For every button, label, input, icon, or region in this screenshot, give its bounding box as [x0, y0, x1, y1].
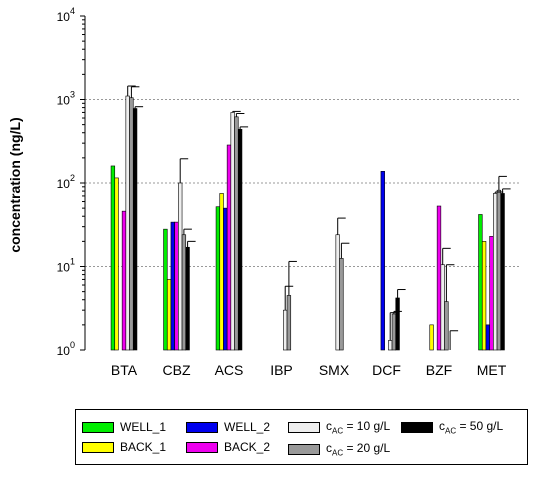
- bar: [226, 144, 232, 351]
- bar: [440, 264, 445, 351]
- bar: [174, 221, 179, 351]
- legend-item-well1: WELL_1: [82, 420, 166, 434]
- bar: [166, 279, 172, 351]
- x-tick-label: SMX: [319, 362, 350, 378]
- legend-swatch: [186, 441, 218, 453]
- legend-swatch: [401, 421, 433, 433]
- y-tick-label: 101: [57, 257, 75, 275]
- legend-label: cAC = 10 g/L: [326, 419, 391, 436]
- x-tick-label: CBZ: [163, 362, 191, 378]
- bar: [489, 235, 494, 351]
- x-tick-label: MET: [477, 362, 507, 378]
- legend-item-cac20: cAC = 20 g/L: [288, 441, 390, 457]
- legend-item-well2: WELL_2: [186, 420, 270, 434]
- y-tick-label: 104: [57, 6, 75, 24]
- bar: [339, 258, 344, 351]
- bars: [110, 95, 505, 351]
- bar: [391, 313, 397, 351]
- x-tick-label: ACS: [215, 362, 244, 378]
- bar: [234, 116, 239, 351]
- legend-swatch: [82, 441, 114, 453]
- legend-swatch: [288, 443, 320, 455]
- bar: [181, 234, 187, 351]
- bar: [219, 193, 224, 351]
- bar: [129, 97, 134, 351]
- legend-label: WELL_1: [120, 420, 167, 434]
- bar: [478, 214, 483, 351]
- bar: [170, 221, 175, 351]
- legend-label: WELL_2: [224, 420, 271, 434]
- bar: [230, 112, 235, 351]
- bar: [114, 177, 119, 351]
- bar: [215, 206, 221, 351]
- error-bars: [127, 85, 511, 350]
- bar: [121, 210, 127, 351]
- bar: [395, 297, 400, 351]
- y-tick-label: 103: [57, 90, 75, 108]
- legend-item-cac50: cAC = 50 g/L: [401, 419, 503, 435]
- bar: [485, 324, 490, 351]
- bar: [110, 165, 116, 351]
- bar: [481, 241, 487, 351]
- bar: [496, 189, 502, 351]
- legend: WELL_1 BACK_1 WELL_2 BACK_2 cAC = 10 g/L…: [75, 409, 528, 465]
- bar: [125, 95, 130, 351]
- y-tick-label: 102: [57, 173, 75, 191]
- x-tick-label: DCF: [372, 362, 401, 378]
- bar: [444, 301, 449, 351]
- bar: [283, 309, 288, 351]
- bar: [286, 295, 292, 351]
- legend-swatch: [288, 421, 320, 433]
- bar: [429, 324, 434, 351]
- bar: [237, 128, 243, 351]
- bar: [185, 246, 190, 351]
- bar: [132, 108, 138, 351]
- bar: [436, 205, 442, 351]
- gridlines: [85, 99, 520, 267]
- y-tick-label: 100: [57, 340, 75, 358]
- bar: [500, 193, 505, 351]
- legend-swatch: [82, 421, 114, 433]
- legend-item-back1: BACK_1: [82, 440, 166, 454]
- x-tick-labels: BTA CBZ ACS IBP SMX DCF BZF MET: [111, 362, 507, 378]
- legend-item-cac10: cAC = 10 g/L: [288, 419, 390, 435]
- x-tick-label: BZF: [426, 362, 452, 378]
- bar: [163, 228, 168, 351]
- x-tick-label: IBP: [270, 362, 293, 378]
- legend-label: cAC = 50 g/L: [439, 419, 504, 436]
- legend-label: BACK_2: [224, 440, 271, 454]
- x-tick-label: BTA: [111, 362, 138, 378]
- legend-item-back2: BACK_2: [186, 440, 270, 454]
- y-ticks: 100 101 102 103 104: [57, 6, 85, 358]
- bar: [388, 340, 393, 351]
- bar: [493, 193, 498, 351]
- legend-label: cAC = 20 g/L: [326, 441, 391, 458]
- bar-chart: 100 101 102 103 104 BTA CBZ ACS IBP SMX DCF BZF MET…: [7, 6, 520, 378]
- bar: [178, 182, 183, 351]
- legend-swatch: [186, 421, 218, 433]
- bar: [380, 171, 385, 351]
- legend-label: BACK_1: [120, 440, 167, 454]
- y-axis-label: concentration (ng/L): [7, 117, 23, 252]
- bar: [335, 234, 340, 351]
- bar: [223, 207, 228, 351]
